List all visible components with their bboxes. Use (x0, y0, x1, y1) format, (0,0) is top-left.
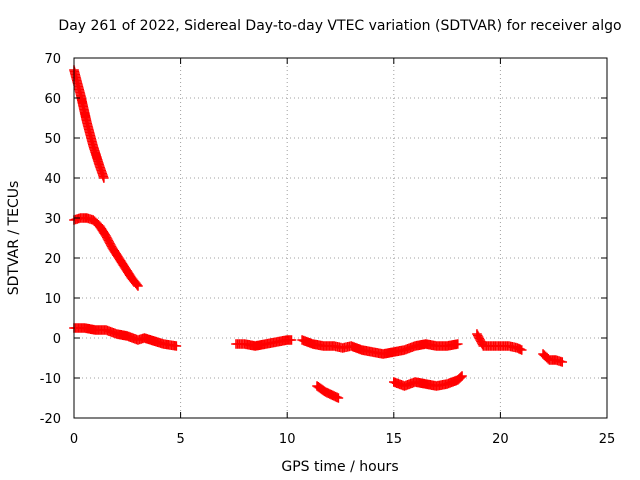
series-arc-low-noon (312, 381, 344, 403)
data-point (333, 393, 344, 403)
x-tick-label: 25 (599, 432, 616, 447)
y-tick-label: 70 (44, 52, 61, 67)
y-tick-label: -20 (40, 412, 61, 427)
data-points (69, 65, 568, 403)
series-cluster-late (538, 349, 568, 367)
x-tick-label: 0 (70, 432, 78, 447)
y-tick-label: 40 (44, 172, 61, 187)
x-tick-labels: 0 5 10 15 20 25 (70, 432, 615, 447)
data-point (133, 281, 143, 291)
data-point (286, 335, 297, 345)
grid-lines (74, 58, 607, 418)
data-point (457, 371, 467, 381)
data-point (99, 173, 109, 183)
y-tick-label: 0 (53, 332, 61, 347)
data-point (452, 339, 463, 349)
y-tick-label: -10 (40, 372, 61, 387)
x-tick-label: 20 (492, 432, 509, 447)
y-tick-label: 60 (44, 92, 61, 107)
data-point (557, 357, 568, 367)
series-arc-low-afternoon (389, 371, 467, 391)
series-cluster-near-zero-early (69, 323, 182, 351)
series-arc-hump (69, 213, 143, 291)
data-point-fill (456, 372, 466, 382)
series-cluster-evening (472, 329, 527, 355)
series-cluster-morning (231, 335, 297, 351)
y-tick-label: 50 (44, 132, 61, 147)
x-tick-label: 15 (386, 432, 403, 447)
axis-ticks (73, 57, 608, 419)
x-tick-label: 10 (279, 432, 296, 447)
y-tick-labels: -20 -10 0 10 20 30 40 50 60 70 (40, 52, 61, 427)
y-axis-label: SDTVAR / TECUs (6, 181, 22, 296)
series-cluster-midday (297, 335, 463, 359)
plot-frame (73, 57, 608, 419)
x-axis-label: GPS time / hours (281, 459, 398, 475)
y-tick-label: 10 (44, 292, 61, 307)
data-point (171, 341, 182, 351)
y-tick-label: 20 (44, 252, 61, 267)
data-point-fill (132, 279, 142, 290)
x-tick-label: 5 (176, 432, 184, 447)
data-point (516, 345, 527, 355)
chart-title: Day 261 of 2022, Sidereal Day-to-day VTE… (58, 18, 621, 34)
y-tick-label: 30 (44, 212, 61, 227)
